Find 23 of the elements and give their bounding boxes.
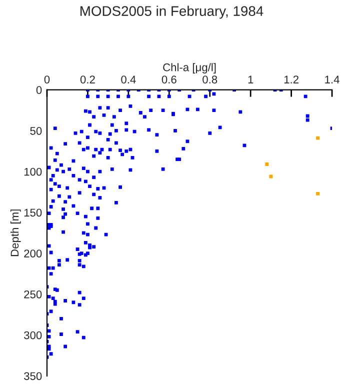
- point: [316, 192, 320, 196]
- y-axis-title: Depth [m]: [10, 210, 21, 256]
- x-tick-label: 0: [44, 76, 50, 84]
- y-tick-label: 150: [24, 208, 42, 217]
- chart-title: MODS2005 in February, 1984: [80, 6, 264, 19]
- x-tick-label: 0.2: [80, 76, 95, 84]
- x-tick-label: 0.8: [202, 76, 218, 84]
- x-axis-title: Chl-a [μg/l]: [163, 63, 216, 74]
- y-tick-label: 250: [24, 290, 42, 298]
- x-tick-label: 1: [248, 76, 254, 84]
- point: [269, 174, 273, 178]
- y-tick-label: 200: [24, 250, 42, 258]
- y-tick-label: 300: [24, 331, 42, 340]
- x-tick-label: 0.6: [162, 76, 176, 84]
- y-tick-label: 350: [24, 372, 42, 380]
- y-tick-label: 0: [36, 86, 42, 94]
- x-tick-label: 1.2: [284, 76, 298, 84]
- y-tick-label: 100: [24, 168, 42, 176]
- x-tick-label: 1.4: [325, 76, 340, 84]
- point: [316, 136, 320, 140]
- x-tick-label: 0.4: [121, 76, 136, 84]
- point: [265, 162, 269, 166]
- y-tick-label: 50: [30, 126, 42, 135]
